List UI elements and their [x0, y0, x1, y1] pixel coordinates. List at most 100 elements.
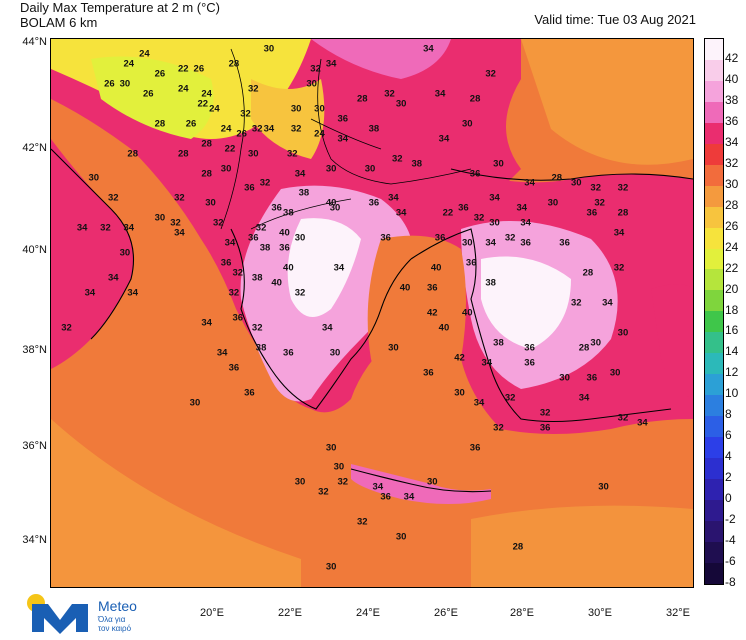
colorbar-tick-label: 2: [725, 470, 732, 485]
temperature-value: 32: [504, 392, 516, 404]
temperature-value: 28: [177, 148, 189, 160]
temperature-value: 30: [489, 217, 500, 229]
colorbar-swatch: [705, 122, 723, 144]
temperature-value: 32: [294, 287, 306, 299]
title-line2: BOLAM 6 km: [20, 15, 98, 30]
temperature-value: 36: [465, 257, 477, 269]
temperature-value: 28: [154, 118, 166, 130]
temperature-value: 34: [395, 207, 407, 219]
temperature-value: 22: [197, 98, 209, 110]
temperature-value: 34: [602, 297, 613, 309]
temperature-value: 34: [520, 217, 531, 229]
lon-label-28: 28°E: [510, 607, 534, 619]
temperature-value: 38: [251, 272, 263, 284]
danube-hot: [311, 39, 451, 79]
temperature-value: 34: [524, 177, 535, 189]
temperature-value: 30: [547, 197, 559, 209]
temperature-value: 32: [590, 182, 602, 194]
temperature-value: 32: [251, 322, 263, 334]
temperature-value: 28: [582, 267, 594, 279]
temperature-value: 32: [240, 108, 251, 120]
temperature-value: 40: [279, 227, 290, 239]
temperature-value: 30: [598, 481, 609, 493]
temperature-value: 34: [388, 192, 399, 204]
temperature-value: 34: [481, 357, 493, 369]
colorbar-tick-label: 42: [725, 50, 739, 65]
temperature-value: 36: [469, 168, 481, 179]
temperature-value: 38: [298, 187, 310, 199]
temperature-value: 32: [170, 217, 181, 229]
colorbar-tick-label: 10: [725, 386, 739, 401]
temperature-value: 34: [107, 272, 119, 284]
temperature-value: 32: [504, 232, 516, 244]
temperature-value: 34: [337, 133, 349, 145]
lon-label-22: 22°E: [278, 607, 302, 619]
temperature-value: 32: [100, 222, 111, 234]
temperature-value: 32: [255, 222, 267, 234]
colorbar-swatch: [705, 80, 723, 102]
temperature-value: 40: [325, 197, 337, 209]
lat-label-42: 42°N: [22, 142, 47, 154]
bulgaria-cool: [251, 79, 325, 159]
temperature-map: 24 24 26 22 26 28 30 32 34 34 32 26 30 26 24 24 32 30 28 32…: [50, 38, 694, 588]
temperature-value: 30: [590, 337, 602, 349]
temperature-value: 24: [123, 58, 135, 70]
logo-subtitle-line2: τον καιρό: [98, 624, 132, 633]
temperature-value: 24: [201, 88, 212, 100]
temperature-value: 30: [154, 212, 166, 224]
colorbar-swatch: [705, 101, 723, 123]
temperature-value: 26: [154, 68, 166, 80]
temperature-value: 38: [493, 337, 504, 349]
black-sea: [521, 39, 693, 165]
temperature-value: 40: [462, 307, 473, 319]
temperature-value: 40: [430, 262, 442, 274]
temperature-value: 34: [333, 262, 345, 274]
temperature-value: 36: [539, 422, 551, 434]
colorbar-tick-label: 18: [725, 302, 739, 317]
lon-label-26: 26°E: [434, 607, 458, 619]
temperature-value: 28: [617, 207, 629, 219]
temperature-value: 30: [570, 177, 582, 189]
m-logo-icon: [32, 604, 88, 634]
temperature-value: 32: [594, 197, 605, 209]
colorbar: [704, 38, 724, 585]
temperature-value: 30: [559, 372, 570, 384]
temperature-value: 30: [325, 442, 337, 453]
temperature-value: 32: [617, 182, 629, 194]
temperature-value: 34: [321, 322, 333, 334]
temperature-value: 36: [337, 113, 349, 125]
temperature-value: 42: [454, 352, 465, 364]
temperature-value: 34: [516, 202, 528, 214]
temperature-value: 36: [559, 237, 570, 249]
temperature-value: 34: [473, 397, 485, 409]
temperature-value: 28: [201, 168, 212, 179]
temperature-value: 36: [524, 357, 535, 369]
temperature-value: 30: [325, 561, 337, 573]
logo-subtitle: Όλα για τον καιρό: [98, 615, 131, 633]
temperature-value: 34: [201, 317, 212, 329]
temperature-value: 26: [236, 128, 247, 140]
sea-cool-zone: [51, 419, 301, 587]
temperature-value: 22: [224, 143, 236, 155]
temperature-value: 36: [520, 237, 531, 249]
colorbar-swatch: [705, 541, 723, 563]
temperature-value: 32: [251, 123, 263, 135]
colorbar-swatch: [705, 269, 723, 291]
colorbar-swatch: [705, 458, 723, 480]
temperature-value: 30: [462, 118, 473, 130]
temperature-value: 26: [142, 88, 154, 100]
temperature-value: 40: [399, 282, 411, 294]
temperature-value: 34: [174, 227, 185, 239]
temperature-value: 34: [325, 58, 337, 70]
lat-label-34: 34°N: [22, 534, 47, 546]
temperature-value: 32: [570, 297, 582, 309]
temperature-value: 24: [209, 103, 220, 115]
temperature-value: 36: [427, 282, 438, 294]
temperature-value: 30: [462, 237, 473, 249]
temperature-value: 38: [485, 277, 496, 289]
lat-label-38: 38°N: [22, 344, 47, 356]
colorbar-tick-label: 32: [725, 155, 739, 170]
temperature-value: 28: [356, 93, 368, 105]
temperature-value: 32: [213, 217, 224, 229]
east-land: [651, 284, 693, 399]
